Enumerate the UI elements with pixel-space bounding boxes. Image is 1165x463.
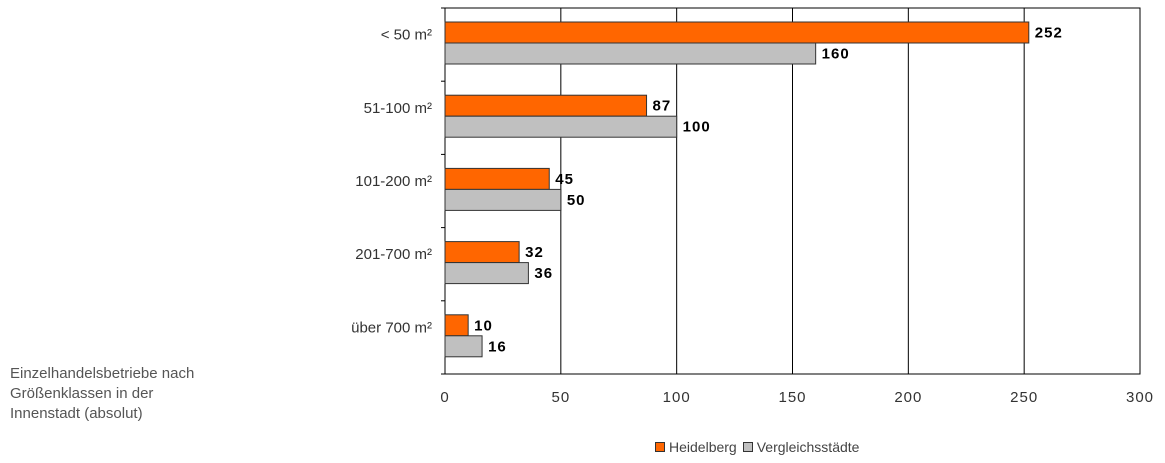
data-label: 50: [567, 192, 586, 209]
legend: Heidelberg Vergleichsstädte: [655, 439, 859, 455]
chart-title-line-2: Größenklassen in der: [10, 385, 154, 402]
category-label: 101-200 m²: [355, 173, 432, 190]
data-label: 45: [555, 171, 574, 188]
chart-title-line-3: Innenstadt (absolut): [10, 405, 143, 422]
legend-item-heidelberg: Heidelberg: [655, 439, 737, 455]
data-label: 16: [488, 338, 507, 355]
bar-vergleichsstaedte: [444, 188, 562, 211]
legend-swatch-heidelberg: [655, 442, 665, 452]
x-tick-label: 200: [894, 389, 922, 406]
data-label: 36: [534, 265, 553, 282]
legend-item-vergleichsstaedte: Vergleichsstädte: [742, 439, 860, 455]
x-tick-label: 0: [440, 389, 449, 406]
x-tick-label: 250: [1010, 389, 1038, 406]
data-label: 252: [1035, 25, 1063, 42]
bar-vergleichsstaedte: [444, 335, 483, 358]
chart-title: Einzelhandelsbetriebe nach Größenklassen…: [10, 364, 300, 424]
data-label: 100: [683, 119, 711, 136]
x-tick-label: 100: [663, 389, 691, 406]
x-tick-label: 50: [551, 389, 570, 406]
data-label: 160: [822, 46, 850, 63]
category-label: 201-700 m²: [355, 246, 432, 263]
bar-heidelberg: [444, 314, 469, 337]
legend-label-heidelberg: Heidelberg: [669, 439, 737, 455]
bar-heidelberg: [444, 94, 648, 117]
bar-vergleichsstaedte: [444, 42, 817, 65]
bar-heidelberg: [444, 21, 1030, 44]
x-tick-label: 300: [1126, 389, 1154, 406]
data-label: 10: [474, 317, 493, 334]
category-label: über 700 m²: [351, 319, 432, 336]
data-label: 32: [525, 244, 544, 261]
chart-title-line-1: Einzelhandelsbetriebe nach: [10, 365, 195, 382]
bar-heidelberg: [444, 241, 520, 264]
data-label: 87: [653, 98, 672, 115]
x-tick-label: 150: [778, 389, 806, 406]
legend-label-vergleichsstaedte: Vergleichsstädte: [756, 439, 860, 455]
category-label: 51-100 m²: [364, 100, 432, 117]
bar-vergleichsstaedte: [444, 115, 678, 138]
bar-vergleichsstaedte: [444, 262, 529, 285]
category-label: < 50 m²: [381, 27, 432, 44]
bar-heidelberg: [444, 167, 550, 190]
legend-swatch-vergleichsstaedte: [742, 442, 753, 452]
